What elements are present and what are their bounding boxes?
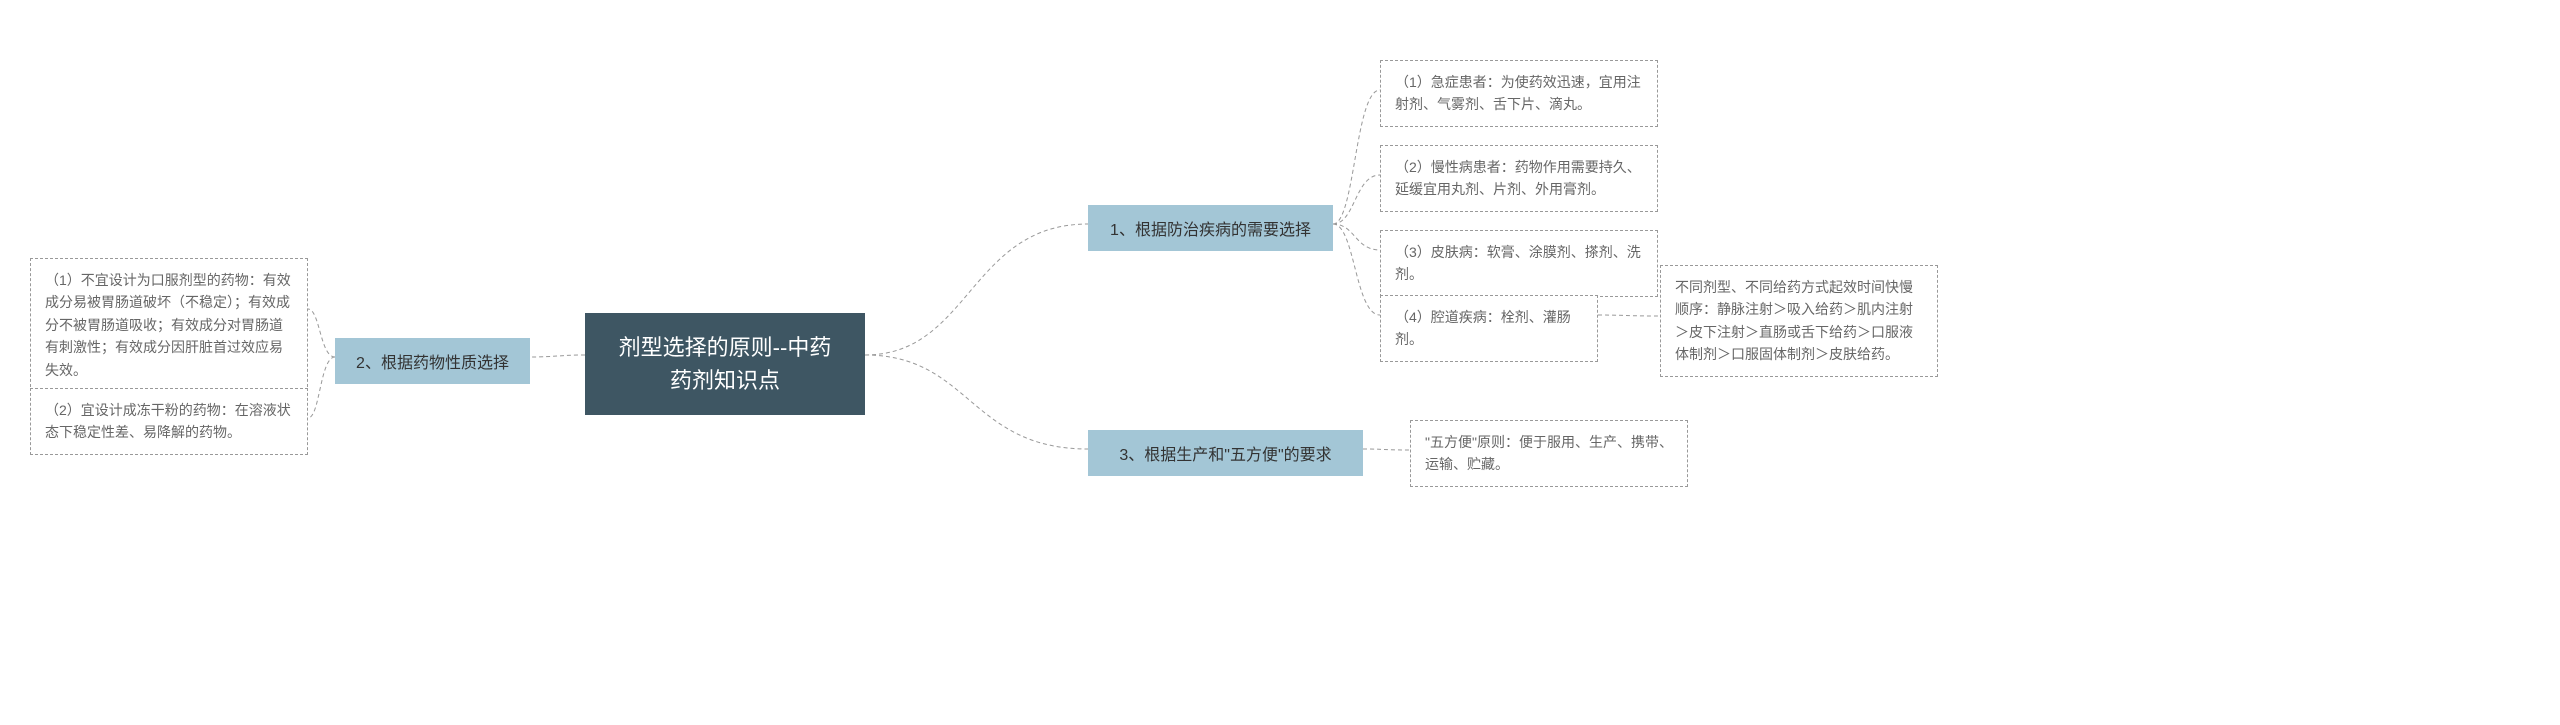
root-node: 剂型选择的原则--中药药剂知识点 bbox=[585, 313, 865, 415]
connector bbox=[1363, 449, 1410, 450]
connector bbox=[530, 355, 585, 357]
leaf-1-2: （2）慢性病患者：药物作用需要持久、延缓宜用丸剂、片剂、外用膏剂。 bbox=[1380, 145, 1658, 212]
connector bbox=[1333, 224, 1380, 250]
connector bbox=[308, 309, 335, 357]
connector bbox=[1333, 224, 1380, 315]
leaf-2-2: （2）宜设计成冻干粉的药物：在溶液状态下稳定性差、易降解的药物。 bbox=[30, 388, 308, 455]
connector bbox=[865, 224, 1088, 355]
leaf-1-4-extra: 不同剂型、不同给药方式起效时间快慢顺序：静脉注射＞吸入给药＞肌内注射＞皮下注射＞… bbox=[1660, 265, 1938, 377]
leaf-1-4: （4）腔道疾病：栓剂、灌肠剂。 bbox=[1380, 295, 1598, 362]
branch-node-2: 2、根据药物性质选择 bbox=[335, 338, 530, 384]
leaf-1-3: （3）皮肤病：软膏、涂膜剂、搽剂、洗剂。 bbox=[1380, 230, 1658, 297]
connector bbox=[1598, 315, 1660, 316]
connector bbox=[308, 357, 335, 418]
connector bbox=[1333, 90, 1380, 224]
connector bbox=[1333, 175, 1380, 224]
branch-node-1: 1、根据防治疾病的需要选择 bbox=[1088, 205, 1333, 251]
leaf-2-1: （1）不宜设计为口服剂型的药物：有效成分易被胃肠道破坏（不稳定）；有效成分不被胃… bbox=[30, 258, 308, 392]
leaf-3-1: "五方便"原则：便于服用、生产、携带、运输、贮藏。 bbox=[1410, 420, 1688, 487]
leaf-1-1: （1）急症患者：为使药效迅速，宜用注射剂、气雾剂、舌下片、滴丸。 bbox=[1380, 60, 1658, 127]
branch-node-3: 3、根据生产和"五方便"的要求 bbox=[1088, 430, 1363, 476]
connector bbox=[865, 355, 1088, 449]
